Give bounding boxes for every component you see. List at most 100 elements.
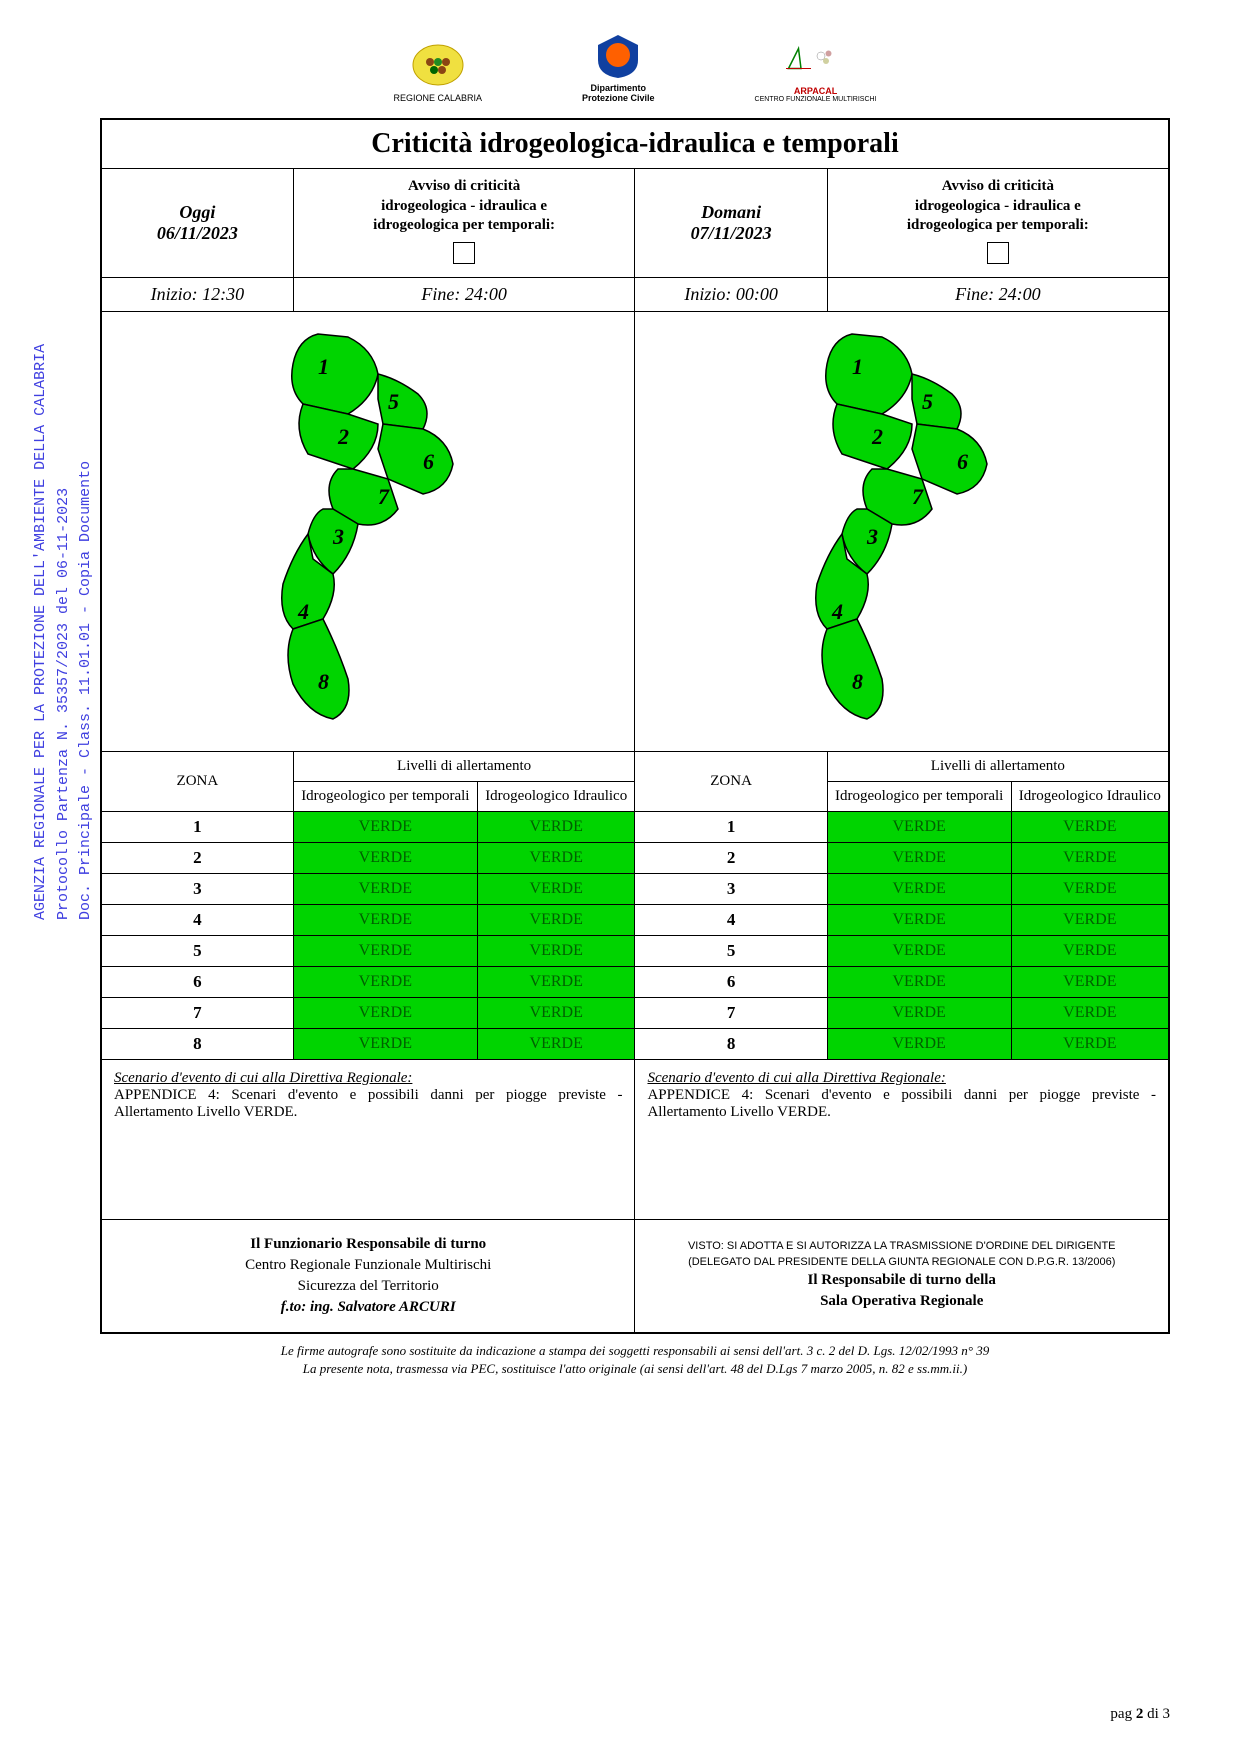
alert-cell: VERDE xyxy=(293,811,477,842)
svg-text:8: 8 xyxy=(852,669,863,694)
logo-regione: REGIONE CALABRIA xyxy=(393,40,482,103)
alert-cell: VERDE xyxy=(827,966,1011,997)
svg-text:6: 6 xyxy=(423,449,434,474)
page-number: pag 2 di 3 xyxy=(1110,1706,1170,1723)
zone-num: 1 xyxy=(101,811,293,842)
zone-num: 3 xyxy=(101,873,293,904)
zone-num: 8 xyxy=(101,1028,293,1059)
zone-num: 7 xyxy=(101,997,293,1028)
col2-l: Idrogeologico Idraulico xyxy=(477,781,635,811)
zone-num: 4 xyxy=(635,904,827,935)
alert-cell: VERDE xyxy=(477,873,635,904)
zona-hdr-r: ZONA xyxy=(635,751,827,811)
alert-cell: VERDE xyxy=(827,1028,1011,1059)
tomorrow-date: 07/11/2023 xyxy=(643,223,818,244)
zone-num: 6 xyxy=(635,966,827,997)
svg-text:7: 7 xyxy=(912,484,924,509)
alert-cell: VERDE xyxy=(827,904,1011,935)
zona-hdr-l: ZONA xyxy=(101,751,293,811)
alert-cell: VERDE xyxy=(477,966,635,997)
today-end: Fine: 24:00 xyxy=(293,277,635,311)
zone-row: 1VERDEVERDE1VERDEVERDE xyxy=(101,811,1169,842)
zone-num: 7 xyxy=(635,997,827,1028)
alert-cell: VERDE xyxy=(827,997,1011,1028)
zone-num: 8 xyxy=(635,1028,827,1059)
svg-text:6: 6 xyxy=(957,449,968,474)
alert-cell: VERDE xyxy=(1011,1028,1169,1059)
alert-cell: VERDE xyxy=(1011,811,1169,842)
zone-num: 3 xyxy=(635,873,827,904)
alert-cell: VERDE xyxy=(1011,842,1169,873)
signature-right: VISTO: SI ADOTTA E SI AUTORIZZA LA TRASM… xyxy=(635,1219,1169,1333)
alert-cell: VERDE xyxy=(477,997,635,1028)
svg-text:4: 4 xyxy=(831,599,843,624)
alert-cell: VERDE xyxy=(293,997,477,1028)
svg-text:1: 1 xyxy=(852,354,863,379)
avviso-tomorrow: Avviso di criticità idrogeologica - idra… xyxy=(836,177,1160,236)
zone-row: 8VERDEVERDE8VERDEVERDE xyxy=(101,1028,1169,1059)
avviso-today: Avviso di criticità idrogeologica - idra… xyxy=(302,177,627,236)
tomorrow-start: Inizio: 00:00 xyxy=(635,277,827,311)
svg-text:5: 5 xyxy=(922,389,933,414)
main-table: Criticità idrogeologica-idraulica e temp… xyxy=(100,118,1170,1334)
today-date: 06/11/2023 xyxy=(110,223,285,244)
zone-num: 5 xyxy=(101,935,293,966)
alert-cell: VERDE xyxy=(1011,935,1169,966)
today-label: Oggi xyxy=(110,202,285,223)
livelli-hdr-l: Livelli di allertamento xyxy=(293,751,635,781)
svg-text:3: 3 xyxy=(332,524,344,549)
zone-num: 4 xyxy=(101,904,293,935)
zone-num: 1 xyxy=(635,811,827,842)
svg-text:2: 2 xyxy=(337,424,349,449)
tomorrow-end: Fine: 24:00 xyxy=(827,277,1169,311)
map-tomorrow: 1 5 2 6 7 3 4 8 xyxy=(635,311,1169,751)
col2-r: Idrogeologico Idraulico xyxy=(1011,781,1169,811)
zone-row: 6VERDEVERDE6VERDEVERDE xyxy=(101,966,1169,997)
alert-cell: VERDE xyxy=(1011,904,1169,935)
alert-cell: VERDE xyxy=(293,904,477,935)
protocol-stamp: AGENZIA REGIONALE PER LA PROTEZIONE DELL… xyxy=(30,344,98,920)
svg-text:4: 4 xyxy=(297,599,309,624)
zone-num: 2 xyxy=(635,842,827,873)
alert-cell: VERDE xyxy=(477,1028,635,1059)
logo-protezione: Dipartimento Protezione Civile xyxy=(582,30,655,103)
alert-cell: VERDE xyxy=(477,904,635,935)
svg-text:8: 8 xyxy=(318,669,329,694)
col1-l: Idrogeologico per temporali xyxy=(293,781,477,811)
zone-row: 4VERDEVERDE4VERDEVERDE xyxy=(101,904,1169,935)
checkbox-today xyxy=(453,242,475,264)
svg-text:2: 2 xyxy=(871,424,883,449)
zone-num: 2 xyxy=(101,842,293,873)
alert-cell: VERDE xyxy=(293,966,477,997)
logo-row: REGIONE CALABRIA Dipartimento Protezione… xyxy=(100,30,1170,103)
alert-cell: VERDE xyxy=(827,935,1011,966)
alert-cell: VERDE xyxy=(827,811,1011,842)
checkbox-tomorrow xyxy=(987,242,1009,264)
alert-cell: VERDE xyxy=(293,1028,477,1059)
alert-cell: VERDE xyxy=(477,811,635,842)
alert-cell: VERDE xyxy=(477,935,635,966)
alert-cell: VERDE xyxy=(827,873,1011,904)
calabria-map-tomorrow: 1 5 2 6 7 3 4 8 xyxy=(732,319,1072,739)
footer-note: Le firme autografe sono sostituite da in… xyxy=(100,1342,1170,1378)
svg-text:1: 1 xyxy=(318,354,329,379)
zone-row: 3VERDEVERDE3VERDEVERDE xyxy=(101,873,1169,904)
signature-left: Il Funzionario Responsabile di turno Cen… xyxy=(101,1219,635,1333)
alert-cell: VERDE xyxy=(293,842,477,873)
title-cell: Criticità idrogeologica-idraulica e temp… xyxy=(101,119,1169,169)
svg-text:5: 5 xyxy=(388,389,399,414)
alert-cell: VERDE xyxy=(1011,873,1169,904)
col1-r: Idrogeologico per temporali xyxy=(827,781,1011,811)
map-today: 1 5 2 6 7 3 4 8 xyxy=(101,311,635,751)
scenario-today: Scenario d'evento di cui alla Direttiva … xyxy=(101,1059,635,1219)
svg-text:7: 7 xyxy=(378,484,390,509)
svg-text:3: 3 xyxy=(866,524,878,549)
zone-row: 7VERDEVERDE7VERDEVERDE xyxy=(101,997,1169,1028)
alert-cell: VERDE xyxy=(827,842,1011,873)
zone-num: 6 xyxy=(101,966,293,997)
calabria-map-today: 1 5 2 6 7 3 4 8 xyxy=(198,319,538,739)
page-content: REGIONE CALABRIA Dipartimento Protezione… xyxy=(100,30,1170,1378)
alert-cell: VERDE xyxy=(293,935,477,966)
tomorrow-label: Domani xyxy=(643,202,818,223)
alert-cell: VERDE xyxy=(293,873,477,904)
